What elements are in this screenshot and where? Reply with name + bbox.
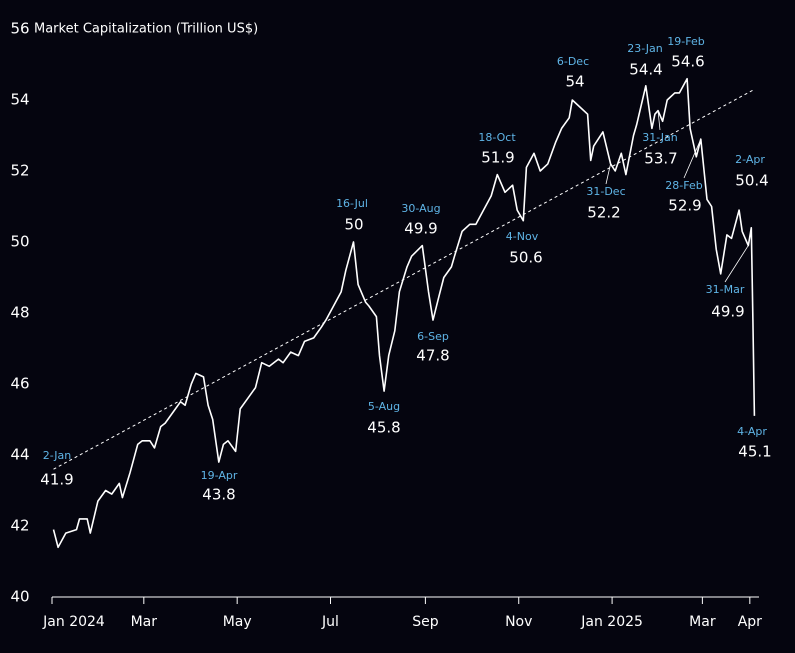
annotation-date: 6-Dec (557, 55, 589, 68)
annotation-value: 50.4 (735, 172, 768, 190)
annotation-value: 45.1 (738, 443, 771, 461)
annotation-value: 50 (344, 216, 363, 234)
y-axis-title: Market Capitalization (Trillion US$) (34, 22, 258, 37)
annotation-value: 54.4 (629, 61, 662, 79)
leader-line (724, 245, 749, 283)
x-tick-label: Jan 2024 (42, 614, 105, 630)
x-tick-label: Mar (689, 614, 716, 630)
leader-line (683, 138, 702, 179)
annotation-value: 43.8 (202, 486, 235, 504)
annotation-value: 52.2 (587, 204, 620, 222)
y-tick-label: 52 (10, 162, 29, 180)
y-tick-label: 40 (10, 588, 29, 606)
leader-line (605, 163, 611, 185)
annotation-date: 31-Jan (642, 131, 678, 144)
annotation-date: 19-Feb (667, 35, 704, 48)
leader-line (657, 110, 661, 131)
annotation-value: 49.9 (404, 220, 437, 238)
annotation-value: 52.9 (668, 197, 701, 215)
x-tick-label: Mar (131, 614, 158, 630)
y-tick-label: 56 (10, 20, 29, 38)
annotation-date: 6-Sep (417, 330, 449, 343)
y-tick-label: 54 (10, 91, 29, 109)
annotation-date: 18-Oct (478, 131, 516, 144)
annotation-date: 4-Apr (737, 425, 767, 438)
annotation-date: 4-Nov (506, 230, 539, 243)
annotation-date: 16-Jul (336, 197, 368, 210)
annotation-value: 53.7 (644, 150, 677, 168)
x-tick-label: Jan 2025 (580, 614, 643, 630)
annotation-value: 47.8 (416, 347, 449, 365)
x-tick-label: Apr (738, 614, 762, 630)
annotation-value: 51.9 (481, 149, 514, 167)
y-tick-label: 42 (10, 517, 29, 535)
series-line (52, 77, 756, 549)
annotation-date: 2-Apr (735, 153, 765, 166)
annotation-value: 50.6 (509, 249, 542, 267)
annotation-date: 23-Jan (627, 42, 663, 55)
x-tick-label: May (223, 614, 252, 630)
annotation-value: 54 (565, 73, 584, 91)
x-tick-label: Sep (412, 614, 439, 630)
x-tick-label: Jul (321, 614, 339, 630)
annotation-value: 41.9 (40, 471, 73, 489)
annotation-date: 5-Aug (368, 400, 400, 413)
annotation-value: 49.9 (711, 303, 744, 321)
annotation-date: 31-Dec (586, 185, 625, 198)
annotation-date: 28-Feb (665, 179, 702, 192)
annotation-date: 30-Aug (401, 202, 440, 215)
y-tick-label: 48 (10, 304, 29, 322)
annotation-value: 45.8 (367, 419, 400, 437)
annotation-date: 2-Jan (43, 449, 72, 462)
annotation-value: 54.6 (671, 53, 704, 71)
y-tick-label: 50 (10, 233, 29, 251)
x-tick-label: Nov (505, 614, 532, 630)
y-tick-label: 44 (10, 446, 29, 464)
annotation-date: 31-Mar (706, 283, 745, 296)
annotation-date: 19-Apr (201, 469, 238, 482)
y-tick-label: 46 (10, 375, 29, 393)
